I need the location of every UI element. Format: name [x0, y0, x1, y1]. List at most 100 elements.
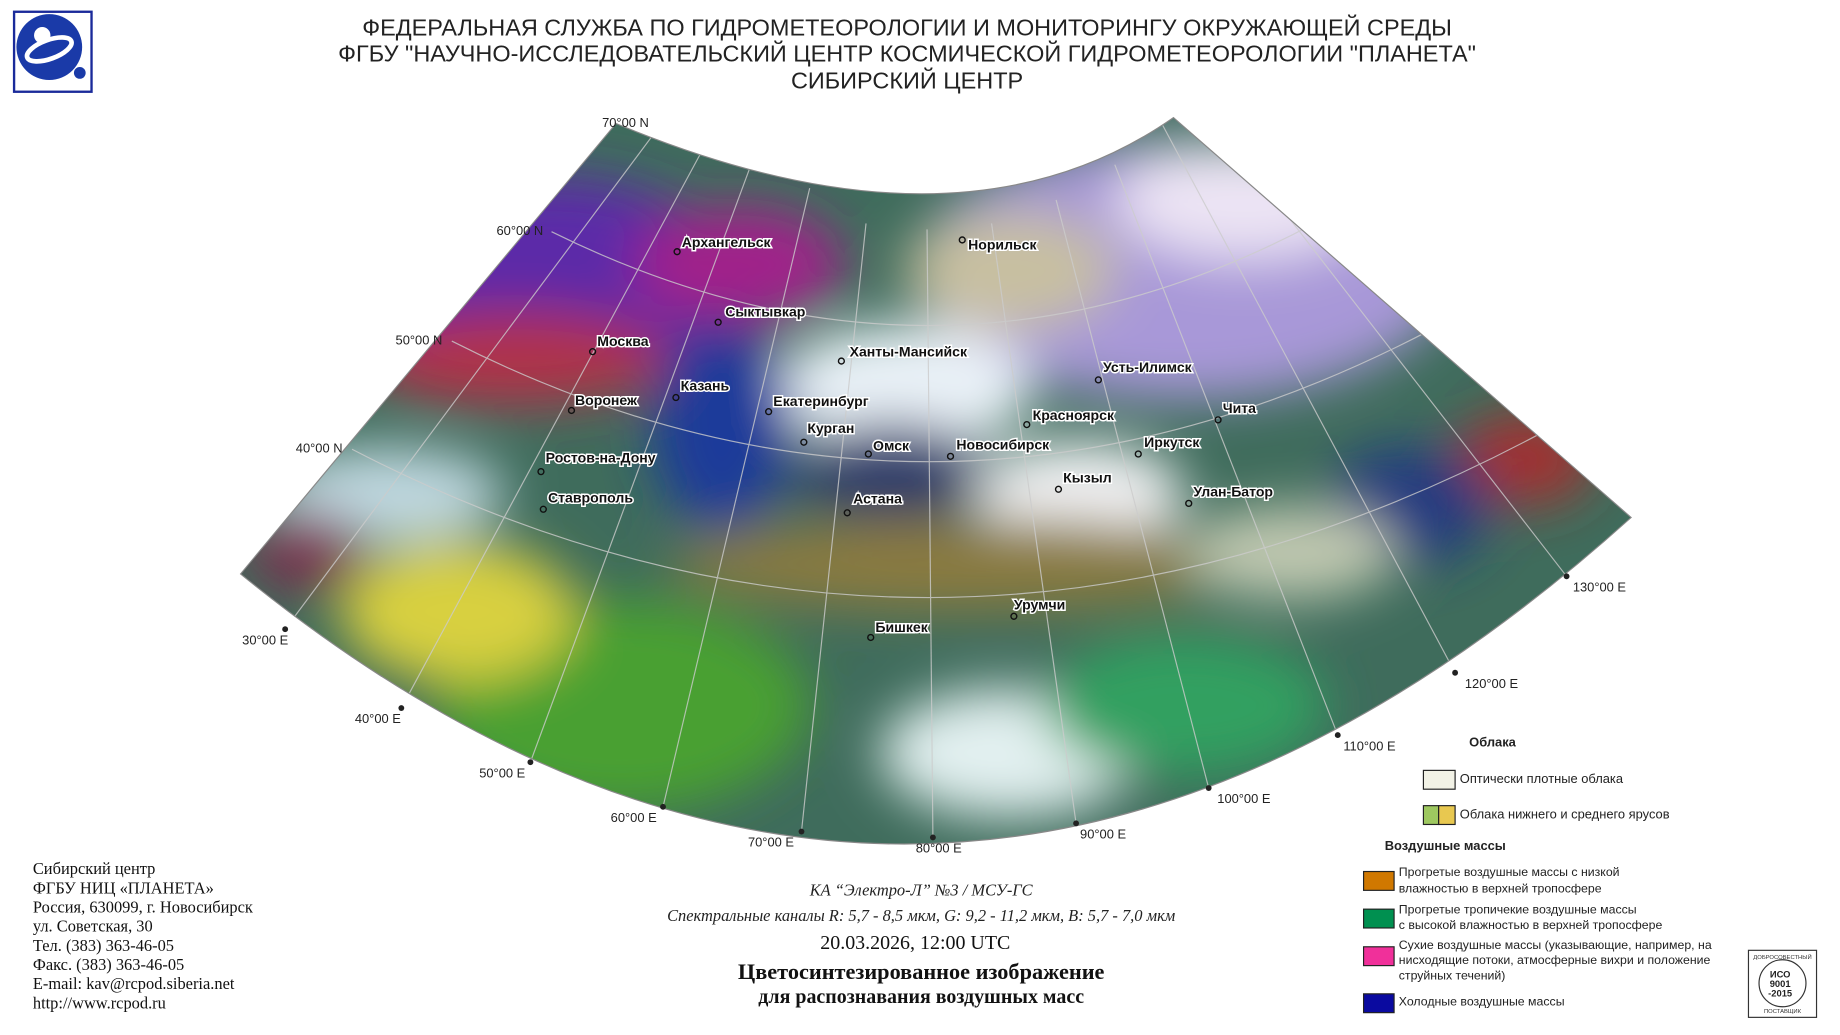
city-label: Екатеринбург	[773, 393, 868, 409]
datetime: 20.03.2026, 12:00 UTC	[820, 932, 1010, 954]
city-label: Астана	[853, 491, 902, 507]
city-marker	[864, 450, 873, 458]
latitude-label: 60°00 N	[496, 223, 543, 238]
header-line: ФГБУ "НАУЧНО-ИССЛЕДОВАТЕЛЬСКИЙ ЦЕНТР КОС…	[338, 39, 1476, 66]
city-label: Омск	[873, 438, 910, 454]
city-marker	[1054, 485, 1063, 493]
longitude-tick	[1334, 732, 1341, 739]
legend-swatch	[1362, 993, 1395, 1014]
legend-label: струйных течений)	[1399, 968, 1506, 982]
longitude-tick	[282, 626, 289, 633]
city-marker	[1214, 416, 1222, 424]
legend-label: нисходящие потоки, атмосферные вихри и п…	[1399, 953, 1711, 967]
contact-line: Факс. (383) 363-46-05	[33, 955, 184, 974]
city-marker	[537, 467, 545, 476]
longitude-tick	[929, 834, 936, 841]
city-marker	[1023, 420, 1031, 429]
city-marker	[672, 393, 680, 402]
legend-label: Оптически плотные облака	[1460, 771, 1624, 786]
longitude-tick	[660, 803, 666, 810]
longitude-label: 110°00 E	[1343, 738, 1396, 753]
city-marker	[843, 509, 851, 517]
latitude-label: 50°00 N	[396, 332, 443, 347]
city-label: Казань	[681, 378, 730, 394]
annotations: ФЕДЕРАЛЬНАЯ СЛУЖБА ПО ГИДРОМЕТЕОРОЛОГИИ …	[33, 14, 1818, 1018]
city-marker	[958, 236, 966, 244]
contact-line: Сибирский центр	[33, 859, 155, 878]
city-marker	[714, 318, 722, 326]
city-label: Ростов-на-Дону	[546, 449, 656, 465]
certificate-text: ДОБРОСОВЕСТНЫЙ	[1753, 953, 1811, 961]
contact-line: http://www.rcpod.ru	[33, 993, 166, 1012]
contact-line: Тел. (383) 363-46-05	[33, 936, 174, 955]
city-marker	[837, 357, 846, 365]
city-marker	[673, 248, 681, 256]
city-label: Иркутск	[1144, 434, 1200, 450]
city-marker	[1134, 450, 1142, 458]
city-label: Чита	[1223, 400, 1256, 416]
satellite-name: КА “Электро-Л” №3 / МСУ-ГС	[809, 880, 1034, 899]
legend-title: Облака	[1469, 735, 1516, 750]
city-label: Норильск	[968, 237, 1037, 253]
certificate-text: ИСО	[1770, 968, 1791, 979]
certificate-text: -2015	[1768, 987, 1792, 998]
map-border	[239, 116, 1633, 845]
city-marker	[946, 452, 955, 460]
header-line: ФЕДЕРАЛЬНАЯ СЛУЖБА ПО ГИДРОМЕТЕОРОЛОГИИ …	[362, 14, 1452, 41]
longitude-label: 100°00 E	[1217, 791, 1271, 806]
longitude-label: 120°00 E	[1465, 676, 1519, 691]
legend-swatch	[1362, 908, 1395, 929]
longitude-label: 90°00 E	[1080, 826, 1126, 841]
longitude-label: 70°00 E	[748, 835, 794, 850]
graticule	[284, 123, 1568, 838]
longitude-label: 60°00 E	[611, 810, 657, 825]
legend-label: с высокой влажностью в верхней тропосфер…	[1399, 918, 1663, 932]
city-marker	[588, 348, 597, 356]
longitude-tick	[1452, 669, 1459, 676]
city-label: Улан-Батор	[1193, 484, 1273, 500]
legend-label: Сухие воздушные массы (указывающие, напр…	[1399, 938, 1712, 952]
legend-swatch	[1422, 805, 1440, 826]
legend-label: влажностью в верхней тропосфере	[1399, 881, 1602, 895]
contact-line: ФГБУ НИЦ «ПЛАНЕТА»	[33, 878, 214, 897]
contact-line: Россия, 630099, г. Новосибирск	[33, 897, 253, 916]
legend-swatch	[1422, 769, 1456, 790]
longitude-label: 80°00 E	[916, 841, 962, 856]
city-label: Новосибирск	[956, 436, 1050, 452]
longitude-tick	[1073, 820, 1080, 827]
city-label: Урумчи	[1014, 596, 1065, 612]
city-label: Архангельск	[682, 234, 772, 250]
legend-swatch	[1362, 870, 1395, 891]
spectral-channels: Спектральные каналы R: 5,7 - 8,5 мкм, G:…	[667, 906, 1176, 925]
longitude-label: 40°00 E	[355, 711, 401, 726]
legend-label: Прогретые тропичекие воздушные массы	[1399, 903, 1637, 917]
longitude-label: 30°00 E	[242, 632, 288, 647]
legend-swatch	[1362, 946, 1395, 967]
contact-line: ул. Советская, 30	[33, 917, 153, 936]
city-label: Красноярск	[1033, 407, 1115, 423]
city-label: Ставрополь	[548, 489, 633, 505]
city-label: Москва	[597, 333, 648, 349]
longitude-tick	[1563, 573, 1570, 580]
longitude-tick	[527, 759, 534, 766]
city-label: Сыктывкар	[725, 304, 806, 320]
legend-label: Холодные воздушные массы	[1399, 994, 1565, 1008]
city-marker	[1094, 376, 1103, 384]
certificate-text: 9001	[1770, 978, 1791, 989]
longitude-tick	[798, 828, 805, 835]
longitude-label: 50°00 E	[479, 765, 525, 780]
image-title: Цветосинтезированное изображение	[738, 959, 1105, 984]
city-marker	[1010, 612, 1018, 620]
city-label: Курган	[807, 420, 854, 436]
latitude-label: 70°00 N	[602, 115, 649, 130]
city-label: Кызыл	[1063, 469, 1112, 485]
legend-label: Прогретые воздушные массы с низкой	[1399, 865, 1620, 879]
city-marker	[867, 633, 875, 642]
longitude-tick	[1205, 785, 1212, 791]
city-marker	[567, 406, 576, 415]
city-marker	[539, 505, 547, 513]
certificate-seal	[1758, 959, 1807, 1008]
longitude-label: 130°00 E	[1573, 579, 1627, 594]
contact-line: E-mail: kav@rcpod.siberia.net	[33, 974, 235, 993]
